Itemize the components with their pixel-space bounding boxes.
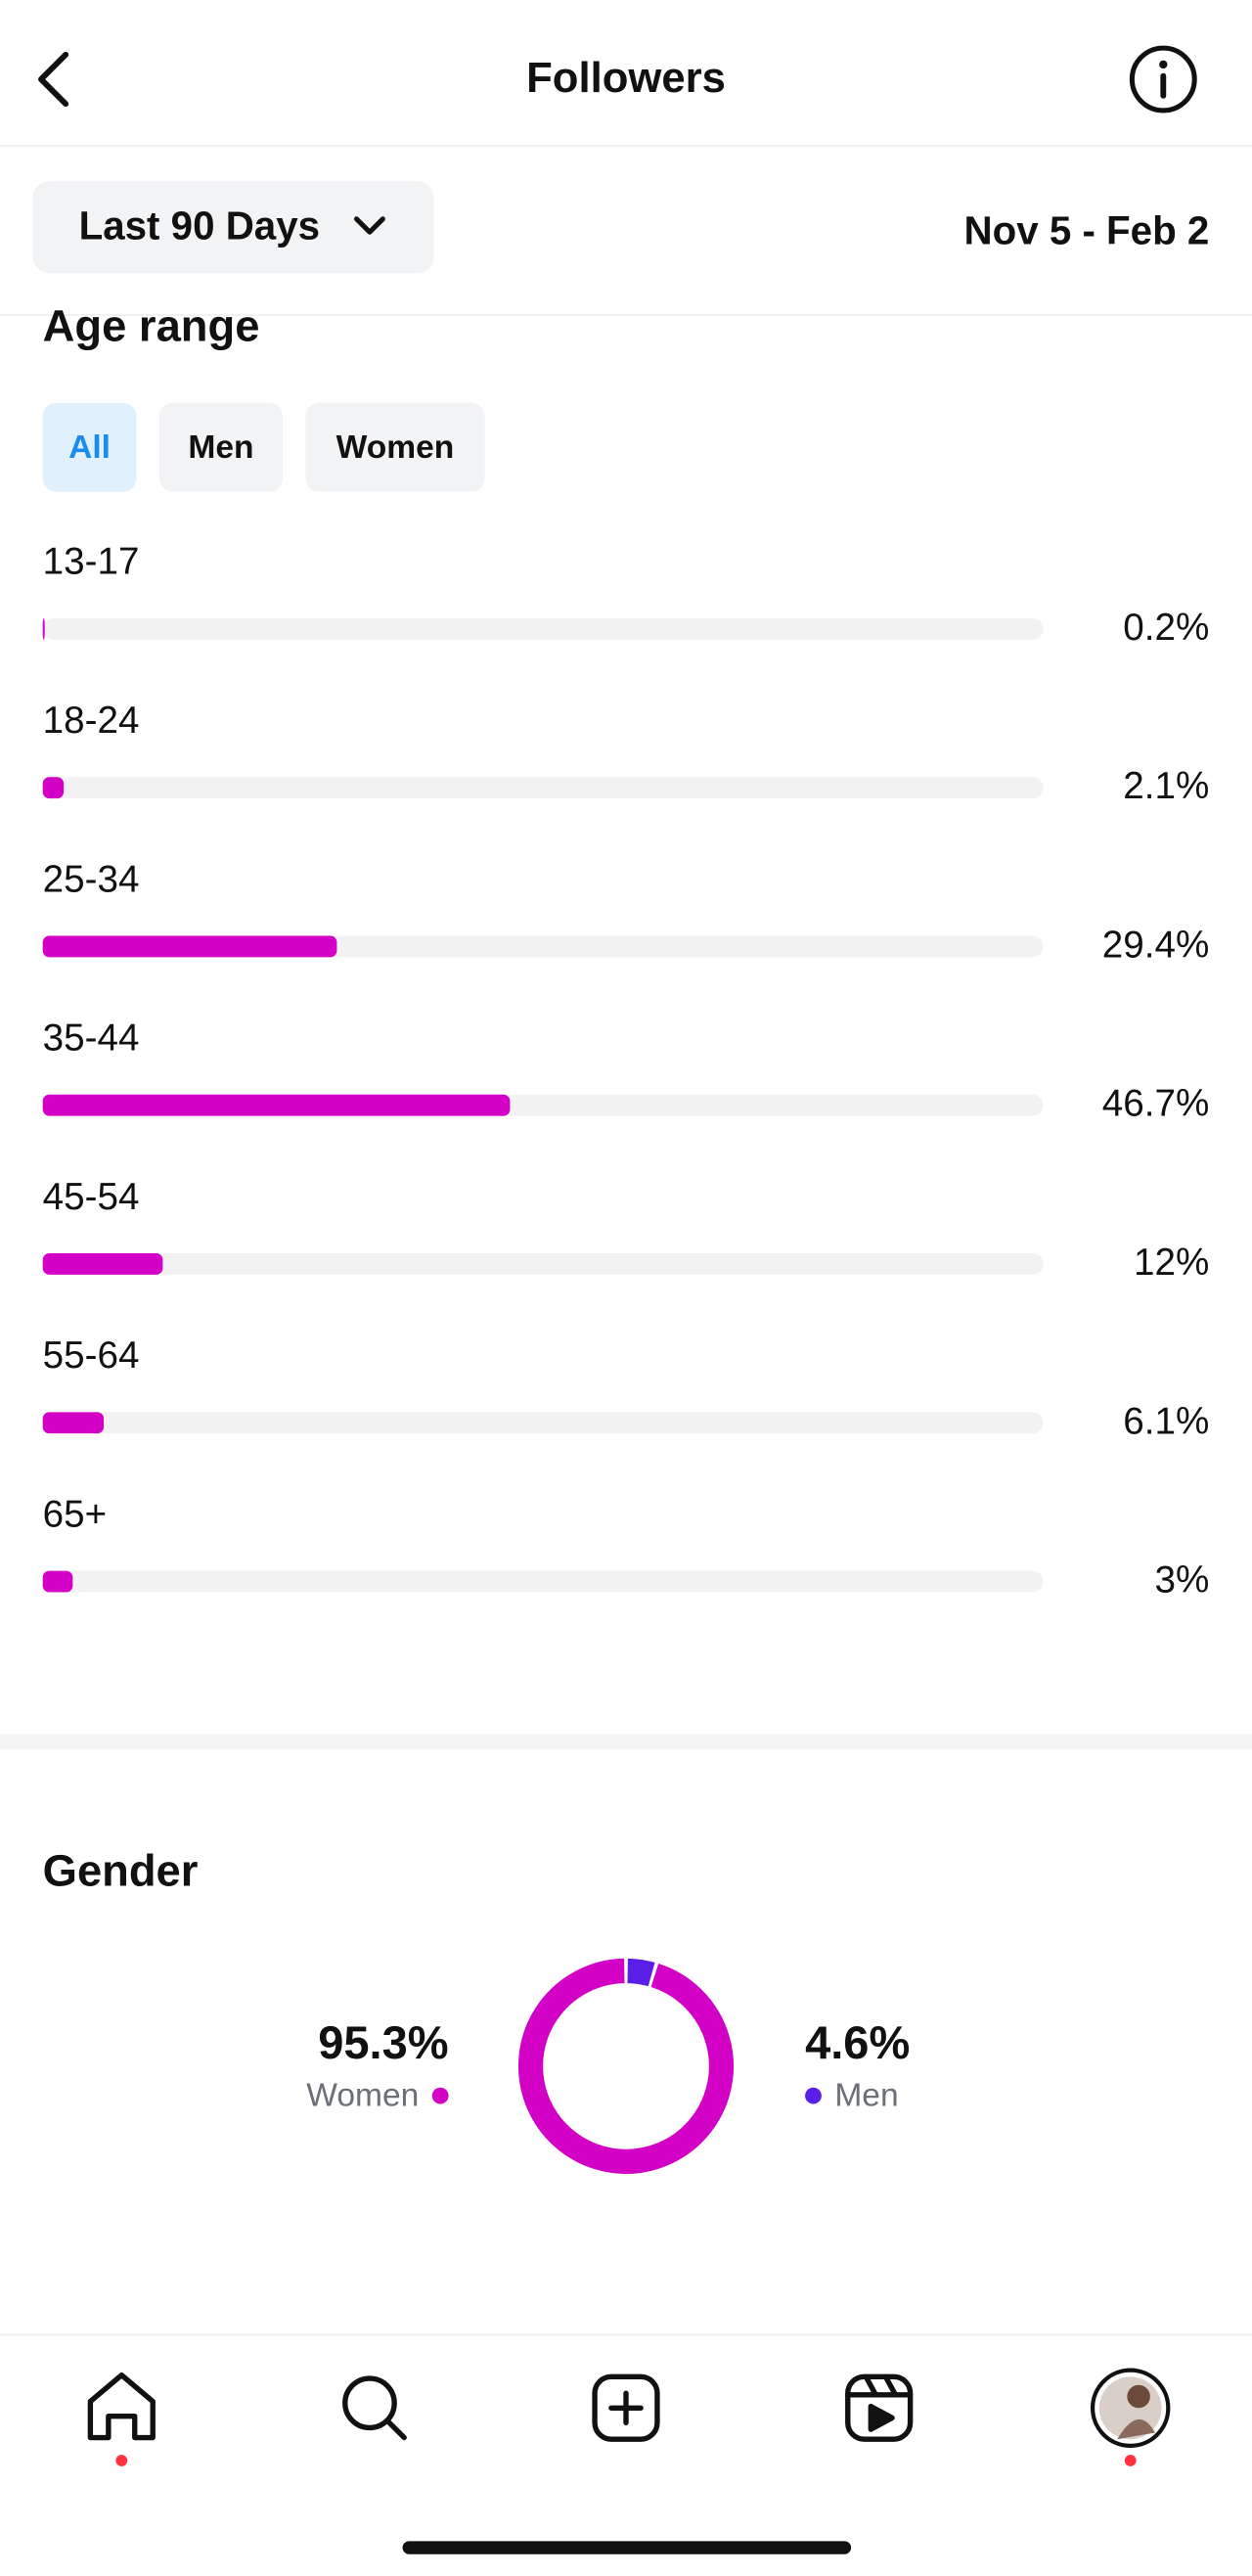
donut-segment (518, 1958, 735, 2174)
bar (42, 935, 337, 958)
create-tab[interactable] (592, 2373, 660, 2442)
donut-segment (627, 1958, 655, 1987)
value-label: 46.7% (1102, 1083, 1210, 1125)
category-label: 18-24 (43, 700, 140, 742)
category-label: 65+ (43, 1493, 108, 1535)
reels-tab[interactable] (845, 2373, 914, 2442)
category-label: 45-54 (43, 1176, 140, 1218)
value-label: 6.1% (1123, 1400, 1209, 1442)
back-button[interactable] (38, 51, 69, 108)
bar-track (42, 777, 1044, 799)
notification-dot (115, 2455, 128, 2466)
category-label: 25-34 (43, 858, 140, 900)
notification-dot (1124, 2455, 1137, 2466)
bar (42, 1412, 105, 1434)
bar (42, 617, 45, 640)
legend-dot (805, 2087, 822, 2104)
info-button[interactable] (1129, 45, 1197, 113)
filter-tab[interactable] (42, 402, 137, 492)
section-title: Gender (43, 1845, 199, 1895)
home-indicator (402, 2541, 852, 2554)
home-tab[interactable] (87, 2372, 156, 2441)
header-title: Followers (526, 54, 726, 102)
value-label: 3% (1154, 1559, 1209, 1602)
legend-label: Women (306, 2078, 419, 2114)
bar (42, 1094, 511, 1116)
filter-label: Last 90 Days (79, 204, 320, 249)
profile-tab[interactable] (1090, 2368, 1171, 2449)
section-separator (0, 1734, 1252, 1749)
date-range: Nov 5 - Feb 2 (964, 209, 1210, 253)
bar (42, 1570, 73, 1593)
category-label: 55-64 (43, 1334, 140, 1377)
value-label: 0.2% (1123, 607, 1209, 649)
bar-track (42, 617, 1044, 640)
value-label: 12% (1134, 1242, 1209, 1284)
bar (42, 1253, 163, 1275)
value-label: 95.3% (318, 2016, 448, 2068)
legend-dot (431, 2087, 449, 2104)
value-label: 4.6% (805, 2016, 910, 2068)
bar-track (42, 1253, 1044, 1275)
category-label: 13-17 (43, 541, 140, 583)
filter-tab[interactable] (305, 402, 485, 492)
date-filter[interactable]: Last 90 Days (32, 181, 434, 274)
value-label: 29.4% (1102, 924, 1210, 966)
filter-tab-label: Women (336, 429, 455, 466)
bar-track (42, 1412, 1044, 1434)
section-title: Age range (43, 300, 260, 350)
bar (42, 777, 65, 799)
legend-label: Men (834, 2078, 898, 2114)
bar-track (42, 1570, 1044, 1593)
filter-tab-label: Men (188, 429, 253, 466)
filter-tab-label: All (68, 429, 111, 466)
value-label: 2.1% (1123, 765, 1209, 807)
search-tab[interactable] (342, 2375, 407, 2441)
category-label: 35-44 (43, 1017, 140, 1060)
filter-tab[interactable] (158, 402, 283, 492)
